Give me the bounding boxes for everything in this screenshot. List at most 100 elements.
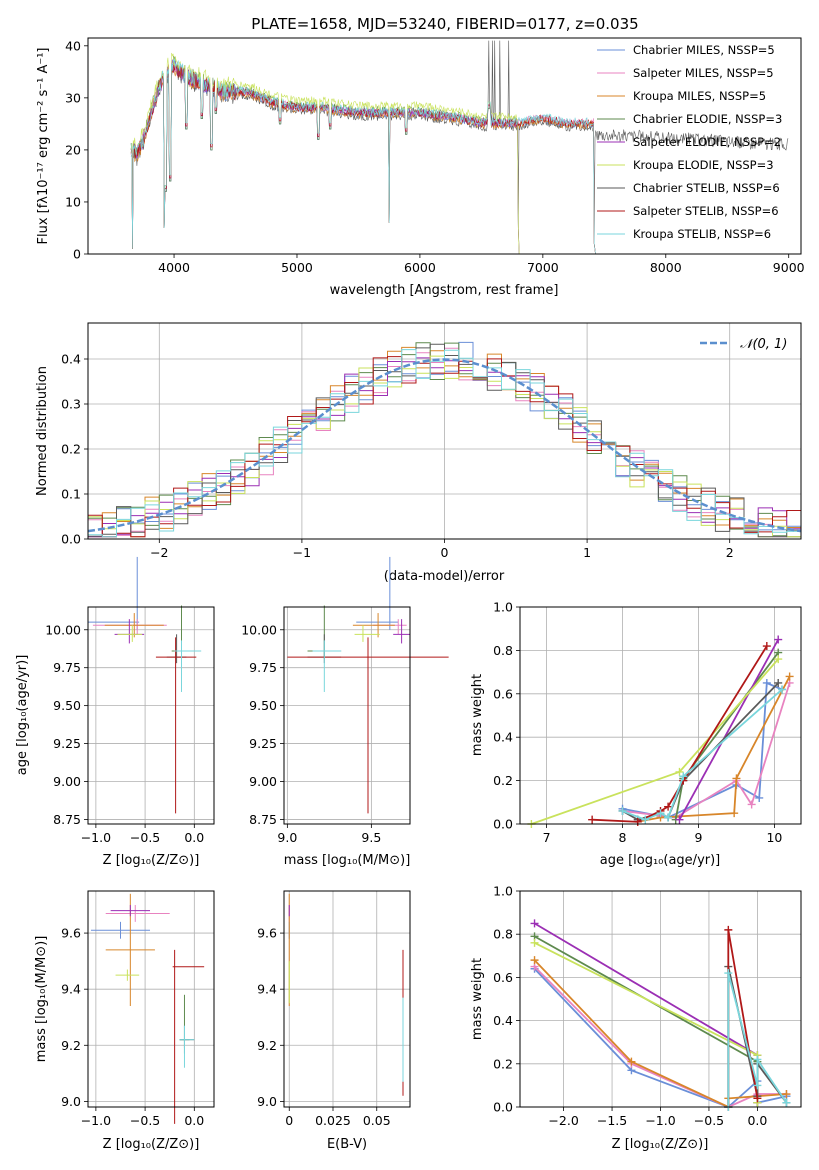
x-tick-label: −1	[293, 545, 311, 560]
legend-entry: Salpeter MILES, NSSP=5	[597, 66, 774, 80]
weight-marker	[641, 815, 650, 824]
x-tick-label: 4000	[158, 260, 190, 275]
weight-z-ylabel: mass weight	[470, 958, 485, 1040]
spectrum-line	[130, 55, 520, 255]
weight-marker	[782, 1090, 791, 1099]
mass-z-content: −1.0 −0.5 0.0 9.0 9.2 9.4 9.6	[61, 891, 214, 1128]
y-tick-label: 1.0	[493, 884, 513, 899]
y-tick-label: 9.00	[53, 774, 81, 789]
hist-step	[88, 356, 801, 538]
x-tick-label: −1.5	[597, 1113, 627, 1128]
x-tick-label: 9000	[773, 260, 805, 275]
x-tick-label: −1.0	[81, 830, 111, 845]
weight-line	[531, 658, 779, 825]
x-tick-label: 0.0	[747, 1113, 767, 1128]
weight-marker	[530, 938, 539, 947]
y-tick-label: 0.4	[493, 1013, 513, 1028]
y-tick-label: 0.6	[493, 970, 513, 985]
y-tick-label: 9.25	[53, 736, 81, 751]
legend-label: Kroupa ELODIE, NSSP=3	[633, 158, 774, 172]
age-z-ylabel: age [log₁₀(age/yr)]	[15, 655, 30, 776]
x-tick-label: −0.5	[130, 830, 160, 845]
weight-marker	[664, 813, 673, 822]
x-tick-label: 9.0	[277, 830, 297, 845]
y-tick-label: 0.4	[493, 730, 513, 745]
y-tick-label: 10	[65, 194, 81, 209]
y-tick-label: 8.75	[249, 812, 277, 827]
legend-label: Salpeter MILES, NSSP=5	[633, 66, 774, 80]
y-tick-label: 0.2	[493, 773, 513, 788]
weight-marker	[730, 809, 739, 818]
legend-label: Kroupa STELIB, NSSP=6	[633, 227, 771, 241]
spectrum-ylabel: Flux [fλ10⁻¹⁷ erg cm⁻² s⁻¹ A⁻¹]	[36, 48, 51, 245]
y-tick-label: 9.75	[249, 660, 277, 675]
y-tick-label: 0.0	[493, 1100, 513, 1115]
weight-z-content: −2.0 −1.5 −1.0 −0.5 0.0 0.0 0.2 0.4 0.6 0.8 1.0	[493, 884, 801, 1128]
spectrum-ticks: 4000 5000 6000 7000 8000 9000 0 10 20 30 40	[65, 38, 805, 275]
mass-ebv-content: 0 0.025 0.05 9.0 9.2 9.4 9.6	[257, 891, 410, 1128]
age-z-content: −1.0 −0.5 0.0 8.75 9.00 9.25 9.50 9.75 10.00	[45, 556, 214, 845]
weight-line	[678, 639, 779, 821]
spectrum-axes	[87, 37, 802, 255]
weight-line	[534, 935, 759, 1103]
hist-grid: −2 −1 0 1 2 0.0 0.1 0.2 0.3 0.4	[61, 323, 801, 560]
y-tick-label: 9.2	[257, 1038, 277, 1053]
x-tick-label: 8	[619, 830, 627, 845]
weight-marker	[656, 809, 665, 818]
weight-line	[533, 968, 787, 1109]
legend-label: Chabrier MILES, NSSP=5	[633, 43, 775, 57]
spectrum-line	[130, 59, 520, 255]
weight-marker	[755, 793, 764, 802]
y-tick-label: 0.8	[493, 927, 513, 942]
weight-marker	[753, 1055, 762, 1064]
y-tick-label: 9.2	[61, 1038, 81, 1053]
spectrum-series	[130, 40, 789, 255]
weight-age-axes	[519, 606, 802, 825]
x-tick-label: 5000	[281, 260, 313, 275]
age-mass-xlabel: mass [log₁₀(M/M⊙)]	[284, 853, 411, 868]
mass-ebv-axes	[283, 890, 411, 1108]
x-tick-label: −0.5	[130, 1113, 160, 1128]
age-z-xlabel: Z [log₁₀(Z/Z⊙)]	[103, 853, 200, 868]
hist-step	[88, 355, 801, 538]
y-tick-label: 0.1	[61, 487, 81, 502]
y-tick-label: 30	[65, 90, 81, 105]
x-tick-label: 2	[726, 545, 734, 560]
weight-marker	[747, 800, 756, 809]
x-tick-label: 0	[441, 545, 449, 560]
weight-marker	[753, 1081, 762, 1090]
weight-line	[592, 645, 768, 823]
legend-entry: Chabrier ELODIE, NSSP=3	[597, 112, 782, 126]
weight-marker	[762, 678, 771, 687]
weight-age-content: 7 8 9 10 0.0 0.2 0.4 0.6 0.8 1.0	[493, 600, 801, 845]
legend-label: Salpeter STELIB, NSSP=6	[633, 204, 779, 218]
weight-marker	[774, 655, 783, 664]
legend-entry: Chabrier MILES, NSSP=5	[597, 43, 775, 57]
weight-line	[622, 682, 791, 819]
x-tick-label: −1.0	[645, 1113, 675, 1128]
weight-marker	[588, 815, 597, 824]
mass-z-xlabel: Z [log₁₀(Z/Z⊙)]	[103, 1137, 200, 1152]
x-tick-label: 0.0	[184, 1113, 204, 1128]
y-tick-label: 0.8	[493, 643, 513, 658]
weight-marker	[724, 969, 733, 978]
weight-marker	[675, 815, 684, 824]
legend-entry: Kroupa ELODIE, NSSP=3	[597, 158, 774, 172]
legend-label: Chabrier STELIB, NSSP=6	[633, 181, 780, 195]
x-tick-label: 7000	[527, 260, 559, 275]
weight-marker	[774, 635, 783, 644]
hist-xlabel: (data-model)/error	[384, 569, 505, 584]
weight-marker	[732, 774, 741, 783]
y-tick-label: 0.0	[493, 817, 513, 832]
y-tick-label: 9.0	[257, 1094, 277, 1109]
x-tick-label: 10	[766, 830, 782, 845]
y-tick-label: 9.50	[53, 698, 81, 713]
age-mass-content: 9.0 9.5 8.75 9.00 9.25 9.50 9.75 10.00	[241, 556, 449, 845]
x-tick-label: 7	[543, 830, 551, 845]
x-tick-label: −0.5	[694, 1113, 724, 1128]
weight-marker	[675, 767, 684, 776]
weight-marker	[664, 802, 673, 811]
y-tick-label: 9.25	[249, 736, 277, 751]
x-tick-label: 1	[583, 545, 591, 560]
x-tick-label: 9	[694, 830, 702, 845]
